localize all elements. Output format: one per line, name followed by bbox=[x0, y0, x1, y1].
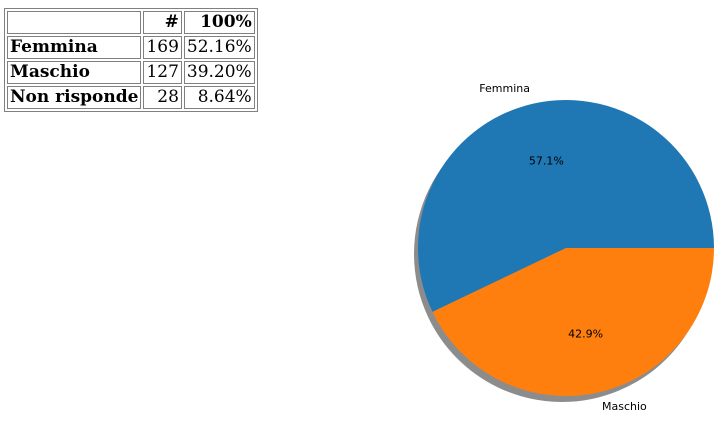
row-percent: 8.64% bbox=[183, 86, 255, 109]
pie-chart: Femmina 57.1% Maschio 42.9% bbox=[414, 82, 714, 413]
row-label: Non risponde bbox=[7, 86, 142, 109]
row-label: Maschio bbox=[7, 61, 142, 84]
pie-value-label: 57.1% bbox=[529, 154, 564, 167]
table-header-count: # bbox=[143, 11, 182, 34]
summary-table: # 100% Femmina 169 52.16% Maschio 127 39… bbox=[4, 8, 258, 112]
pie-value-label: 42.9% bbox=[568, 328, 603, 341]
pie-slice-maschio bbox=[432, 248, 714, 396]
pie-labels: Femmina 57.1% Maschio 42.9% bbox=[479, 82, 647, 413]
table-row: Femmina 169 52.16% bbox=[7, 36, 255, 59]
table-header-row: # 100% bbox=[7, 11, 255, 34]
table-row: Non risponde 28 8.64% bbox=[7, 86, 255, 109]
row-count: 28 bbox=[143, 86, 182, 109]
row-percent: 52.16% bbox=[183, 36, 255, 59]
row-label: Femmina bbox=[7, 36, 142, 59]
row-count: 169 bbox=[143, 36, 182, 59]
table-header-percent: 100% bbox=[183, 11, 255, 34]
table-header-blank bbox=[7, 11, 142, 34]
row-count: 127 bbox=[143, 61, 182, 84]
pie-slices bbox=[418, 100, 714, 396]
pie-slice-femmina bbox=[418, 100, 714, 312]
row-percent: 39.20% bbox=[183, 61, 255, 84]
pie-category-label: Femmina bbox=[479, 82, 530, 95]
table-row: Maschio 127 39.20% bbox=[7, 61, 255, 84]
pie-category-label: Maschio bbox=[602, 400, 647, 413]
